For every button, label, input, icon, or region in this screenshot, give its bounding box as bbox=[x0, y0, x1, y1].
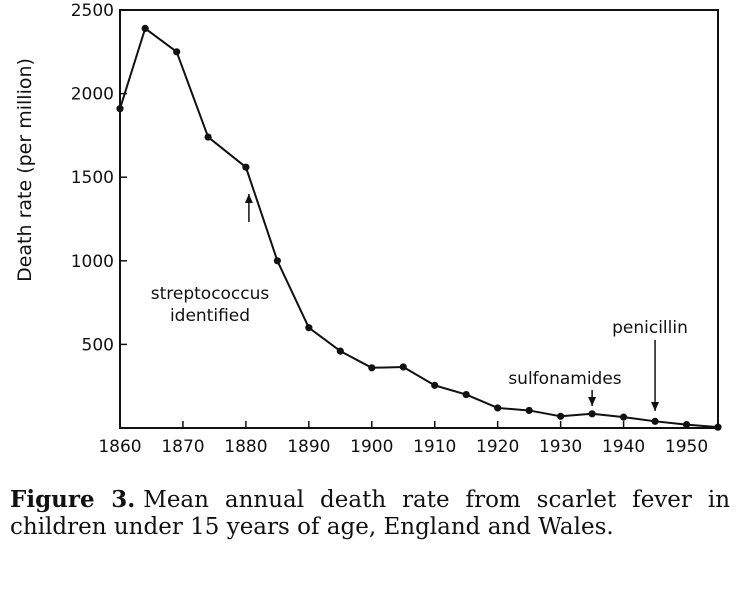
x-tick-label: 1880 bbox=[224, 437, 267, 457]
y-tick-label: 2500 bbox=[71, 1, 114, 21]
data-point bbox=[431, 381, 439, 389]
line-chart: 1860 1870 1880 1890 1900 1910 1920 1930 1940 1950… bbox=[14, 1, 722, 457]
x-tick-label: 1930 bbox=[539, 437, 582, 457]
plot-frame bbox=[119, 9, 719, 429]
series-group bbox=[116, 24, 722, 431]
x-tick-label: 1920 bbox=[476, 437, 519, 457]
y-tick-label: 1000 bbox=[71, 252, 114, 272]
annotation-label: identified bbox=[170, 306, 250, 326]
caption-label: Figure 3. bbox=[10, 486, 136, 513]
data-point bbox=[714, 423, 722, 431]
data-point bbox=[682, 421, 691, 429]
caption-text: Mean annual death rate from scarlet feve… bbox=[10, 487, 731, 540]
x-tick-label: 1940 bbox=[602, 437, 645, 457]
x-axis-ticks: 1860 1870 1880 1890 1900 1910 1920 1930 1940 1950 bbox=[98, 421, 708, 457]
x-tick-label: 1870 bbox=[161, 437, 204, 457]
y-axis-ticks: 500 1000 1500 2000 2500 bbox=[71, 1, 127, 355]
chart-axes bbox=[119, 9, 719, 429]
series-line bbox=[119, 27, 719, 429]
data-point bbox=[557, 412, 565, 420]
data-point bbox=[525, 406, 533, 415]
y-tick-label: 1500 bbox=[71, 168, 114, 188]
x-tick-label: 1890 bbox=[287, 437, 330, 457]
x-tick-label: 1950 bbox=[665, 437, 708, 457]
figure-caption: Figure 3. Mean annual death rate from sca… bbox=[10, 486, 730, 541]
data-point bbox=[305, 324, 313, 332]
annotation-label: penicillin bbox=[612, 318, 688, 338]
data-point bbox=[242, 163, 250, 171]
y-tick-label: 2000 bbox=[71, 85, 114, 105]
annotation-arrow-head bbox=[588, 397, 597, 406]
data-point bbox=[204, 133, 212, 141]
data-point bbox=[588, 410, 596, 418]
x-tick-label: 1910 bbox=[413, 437, 456, 457]
annotation-label: streptococcus bbox=[151, 284, 270, 304]
data-point bbox=[494, 404, 502, 412]
data-point bbox=[141, 24, 149, 32]
annotation-arrow-head bbox=[244, 194, 253, 203]
data-point bbox=[273, 257, 281, 265]
data-point bbox=[462, 390, 470, 399]
y-axis-label: Death rate (per million) bbox=[14, 58, 36, 282]
data-point bbox=[651, 417, 659, 425]
data-point bbox=[116, 105, 124, 113]
data-point bbox=[368, 364, 376, 372]
annotation-label: sulfonamides bbox=[508, 369, 621, 389]
x-tick-label: 1860 bbox=[98, 437, 141, 457]
annotation-arrow-head bbox=[651, 402, 660, 411]
data-point bbox=[173, 48, 181, 56]
data-point bbox=[399, 363, 407, 371]
data-point bbox=[619, 413, 628, 421]
x-tick-label: 1900 bbox=[350, 437, 393, 457]
data-point bbox=[336, 347, 344, 355]
y-tick-label: 500 bbox=[82, 335, 114, 355]
